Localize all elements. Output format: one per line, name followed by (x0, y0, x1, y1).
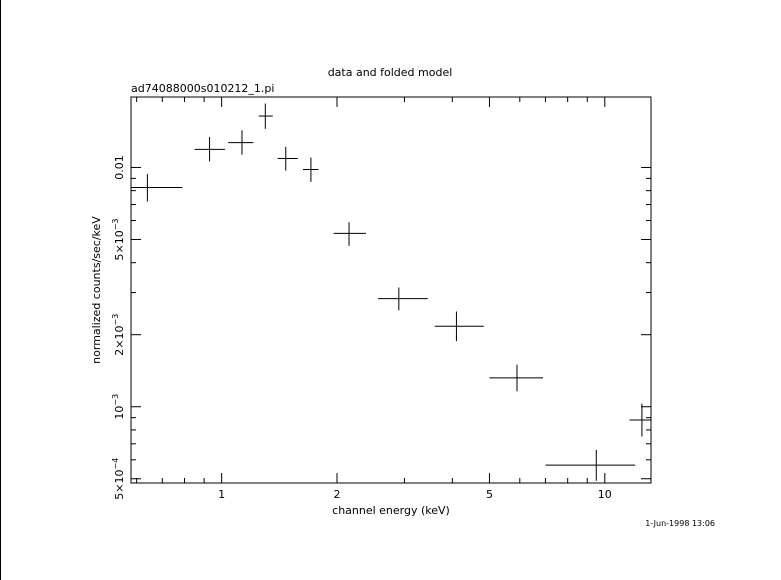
chart-subtitle: ad74088000s010212_1.pi (131, 82, 274, 95)
data-points (131, 103, 651, 481)
axis-ticks (131, 97, 651, 483)
data-point (131, 173, 183, 202)
data-point (434, 311, 484, 342)
y-tick-label: 0.01 (113, 155, 126, 180)
y-tick-label: 10−3 (111, 394, 126, 420)
data-point (489, 364, 544, 392)
y-tick-label: 2×10−3 (111, 314, 126, 356)
x-tick-label: 1 (218, 488, 225, 501)
data-point (277, 146, 298, 171)
x-axis-label: channel energy (keV) (332, 504, 450, 517)
data-point (378, 287, 428, 311)
data-point (258, 103, 273, 129)
x-tick-label: 5 (486, 488, 493, 501)
chart-title: data and folded model (328, 66, 453, 79)
x-tick-labels: 1 2 5 10 (218, 488, 612, 501)
plot-frame (130, 96, 652, 484)
y-tick-label: 5×10−4 (111, 458, 126, 500)
y-axis-label: normalized counts/sec/keV (90, 216, 103, 364)
data-point (302, 157, 319, 182)
x-tick-label: 10 (598, 488, 612, 501)
y-tick-label: 5×10−3 (111, 218, 126, 260)
data-point (545, 449, 636, 481)
data-point (194, 137, 225, 162)
data-point (228, 130, 254, 155)
data-point (629, 403, 651, 437)
footer-timestamp: 1-Jun-1998 13:06 (645, 519, 715, 528)
x-tick-label: 2 (333, 488, 340, 501)
data-point (333, 222, 366, 246)
y-tick-labels: 5×10−4 10−3 2×10−3 5×10−3 0.01 (111, 155, 126, 500)
